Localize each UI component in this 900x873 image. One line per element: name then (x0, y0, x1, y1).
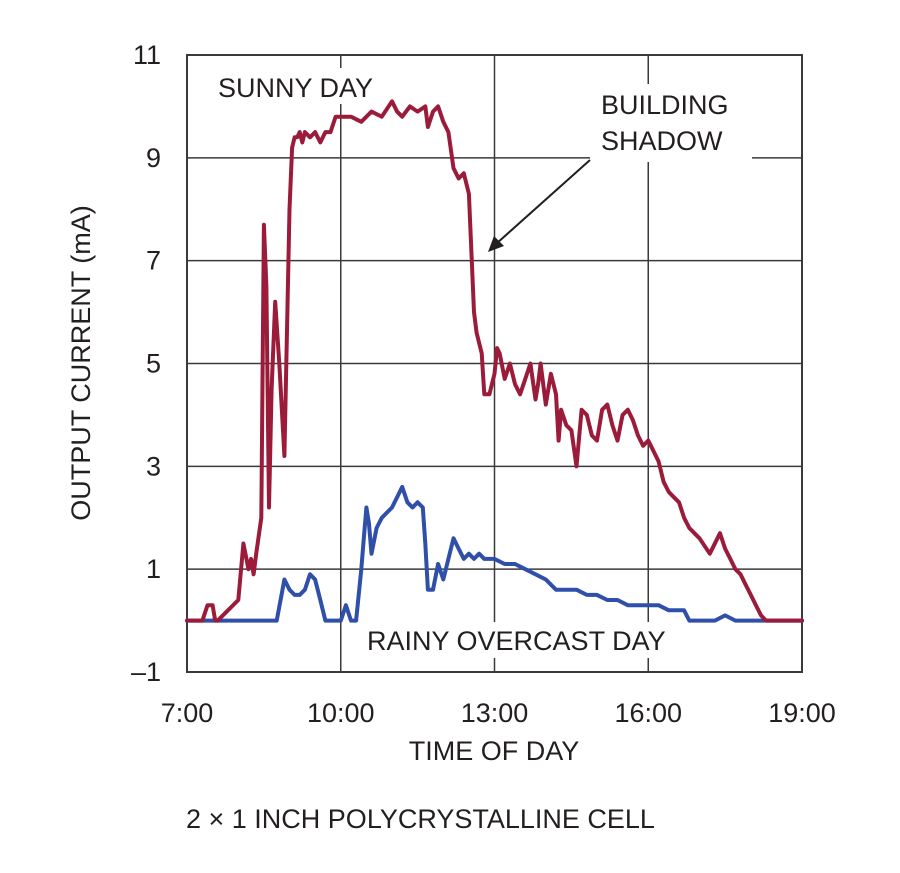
building-shadow-arrow-line (495, 159, 591, 245)
y-tick-label: –1 (131, 657, 161, 687)
y-axis-title: OUTPUT CURRENT (mA) (66, 205, 96, 521)
rainy-label-bg (360, 622, 672, 658)
building-shadow-arrow-head (488, 236, 504, 252)
y-tick-label: 11 (133, 40, 161, 70)
building-shadow-label-line1: BUILDING (601, 90, 729, 120)
y-tick-label: 9 (146, 143, 161, 173)
x-tick-label: 16:00 (614, 698, 682, 728)
x-axis-ticks: 7:00 10:00 13:00 16:00 19:00 (161, 698, 836, 728)
x-tick-label: 13:00 (461, 698, 529, 728)
x-tick-label: 7:00 (161, 698, 214, 728)
plot-frame (186, 54, 803, 673)
x-tick-label: 19:00 (768, 698, 836, 728)
y-tick-label: 1 (146, 554, 161, 584)
sunny-day-label: SUNNY DAY (218, 73, 373, 103)
x-tick-label: 10:00 (307, 698, 375, 728)
y-axis-ticks: –1 1 3 5 7 9 11 (131, 40, 161, 687)
building-shadow-label-line2: SHADOW (601, 126, 723, 156)
shadow-label-bg (590, 84, 752, 162)
sunny-label-bg (208, 68, 383, 104)
series-layer (185, 99, 804, 623)
rainy-overcast-day-label: RAINY OVERCAST DAY (367, 626, 666, 656)
sunny-day-series-line (185, 99, 804, 623)
y-tick-label: 5 (146, 349, 161, 379)
rainy-day-series-line (185, 484, 804, 623)
x-axis-title: TIME OF DAY (409, 736, 580, 766)
y-tick-label: 7 (146, 246, 161, 276)
figure-caption: 2 × 1 INCH POLYCRYSTALLINE CELL (186, 804, 655, 834)
y-tick-label: 3 (146, 451, 161, 481)
